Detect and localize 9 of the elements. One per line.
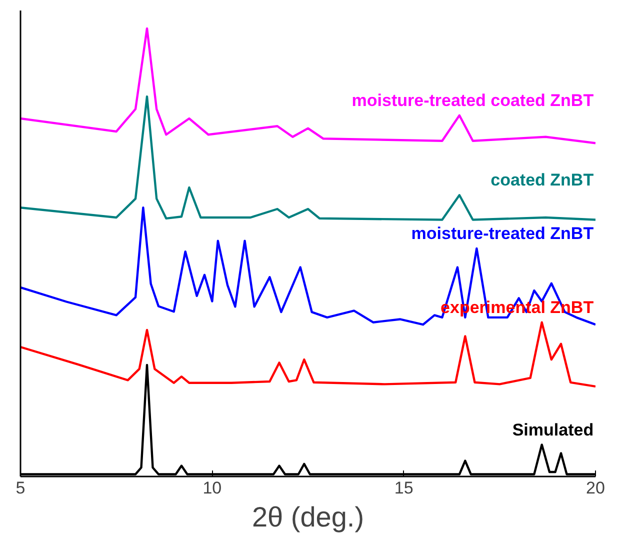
series-label: moisture-treated ZnBT (411, 224, 594, 244)
x-axis-title: 2θ (deg.) (252, 502, 364, 532)
x-tick-label: 10 (202, 478, 222, 498)
series-label: Simulated (512, 420, 594, 440)
x-tick-label: 5 (16, 478, 26, 498)
series-label: moisture-treated coated ZnBT (352, 90, 594, 110)
x-tick-label: 15 (394, 478, 414, 498)
x-tick-label: 20 (586, 478, 605, 498)
series-label: coated ZnBT (490, 170, 594, 190)
